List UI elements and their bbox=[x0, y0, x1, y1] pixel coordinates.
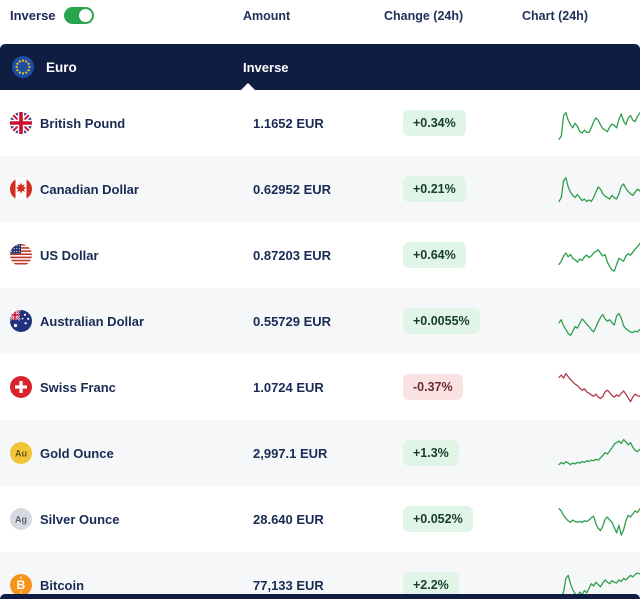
base-currency-header: Euro Inverse bbox=[0, 44, 640, 90]
table-row[interactable]: Swiss Franc 1.0724 EUR -0.37% bbox=[0, 354, 640, 420]
svg-text:Au: Au bbox=[15, 449, 27, 459]
currency-name: Swiss Franc bbox=[40, 379, 116, 395]
change-badge: +0.052% bbox=[403, 506, 473, 532]
amount-value: 1.1652 EUR bbox=[253, 115, 324, 131]
currency-cell: Swiss Franc bbox=[10, 376, 253, 398]
amount-value: 1.0724 EUR bbox=[253, 379, 324, 395]
currency-name: British Pound bbox=[40, 115, 126, 131]
gbp-flag-icon bbox=[10, 112, 32, 134]
table-row[interactable]: Australian Dollar 0.55729 EUR +0.0055% bbox=[0, 288, 640, 354]
svg-text:Ag: Ag bbox=[15, 515, 27, 525]
inverse-column-label: Inverse bbox=[243, 59, 289, 75]
sparkline-chart bbox=[558, 432, 640, 474]
change-badge: +0.0055% bbox=[403, 308, 480, 334]
currency-cell: Ag Silver Ounce bbox=[10, 508, 253, 530]
sparkline-chart bbox=[558, 564, 640, 599]
inverse-toggle-group[interactable]: Inverse bbox=[10, 7, 94, 24]
currency-name: US Dollar bbox=[40, 247, 99, 263]
sparkline-chart bbox=[558, 234, 640, 276]
next-section-header-edge bbox=[0, 594, 640, 599]
sparkline-chart bbox=[558, 498, 640, 540]
currency-cell: US Dollar bbox=[10, 244, 253, 266]
toggle-knob-icon bbox=[78, 9, 92, 22]
table-row[interactable]: US Dollar 0.87203 EUR +0.64% bbox=[0, 222, 640, 288]
change-badge: +1.3% bbox=[403, 440, 459, 466]
table-row[interactable]: B Bitcoin 77,133 EUR +2.2% bbox=[0, 552, 640, 599]
change-badge: +0.64% bbox=[403, 242, 466, 268]
sparkline-chart bbox=[558, 168, 640, 210]
table-row[interactable]: British Pound 1.1652 EUR +0.34% bbox=[0, 90, 640, 156]
currency-cell: B Bitcoin bbox=[10, 574, 253, 596]
amount-value: 28.640 EUR bbox=[253, 511, 324, 527]
table-row[interactable]: Canadian Dollar 0.62952 EUR +0.21% bbox=[0, 156, 640, 222]
currency-cell: British Pound bbox=[10, 112, 253, 134]
sparkline-chart bbox=[558, 366, 640, 408]
sparkline-chart bbox=[558, 300, 640, 342]
currency-name: Australian Dollar bbox=[40, 313, 145, 329]
svg-text:B: B bbox=[17, 578, 26, 592]
change-badge: +0.34% bbox=[403, 110, 466, 136]
currency-cell: Australian Dollar bbox=[10, 310, 253, 332]
currency-name: Canadian Dollar bbox=[40, 181, 139, 197]
usd-flag-icon bbox=[10, 244, 32, 266]
chf-flag-icon bbox=[10, 376, 32, 398]
change-badge: -0.37% bbox=[403, 374, 463, 400]
inverse-toggle-label: Inverse bbox=[10, 8, 56, 23]
currency-cell: Canadian Dollar bbox=[10, 178, 253, 200]
cad-flag-icon bbox=[10, 178, 32, 200]
btc-flag-icon: B bbox=[10, 574, 32, 596]
caret-up-icon bbox=[241, 83, 255, 90]
table-row[interactable]: Au Gold Ounce 2,997.1 EUR +1.3% bbox=[0, 420, 640, 486]
base-currency-name: Euro bbox=[46, 59, 77, 75]
inverse-toggle-switch[interactable] bbox=[63, 7, 94, 24]
amount-value: 0.62952 EUR bbox=[253, 181, 332, 197]
xau-flag-icon: Au bbox=[10, 442, 32, 464]
sparkline-chart bbox=[558, 102, 640, 144]
rates-table: British Pound 1.1652 EUR +0.34% Canadian… bbox=[0, 90, 640, 599]
currency-name: Bitcoin bbox=[40, 577, 85, 593]
column-header-change: Change (24h) bbox=[384, 9, 464, 23]
amount-value: 2,997.1 EUR bbox=[253, 445, 328, 461]
currency-cell: Au Gold Ounce bbox=[10, 442, 253, 464]
table-row[interactable]: Ag Silver Ounce 28.640 EUR +0.052% bbox=[0, 486, 640, 552]
amount-value: 0.87203 EUR bbox=[253, 247, 332, 263]
currency-name: Gold Ounce bbox=[40, 445, 114, 461]
xag-flag-icon: Ag bbox=[10, 508, 32, 530]
column-header-amount: Amount bbox=[243, 9, 291, 23]
change-badge: +2.2% bbox=[403, 572, 459, 598]
currency-name: Silver Ounce bbox=[40, 511, 120, 527]
aud-flag-icon bbox=[10, 310, 32, 332]
change-badge: +0.21% bbox=[403, 176, 466, 202]
euro-flag-icon bbox=[12, 56, 34, 78]
amount-value: 77,133 EUR bbox=[253, 577, 324, 593]
amount-value: 0.55729 EUR bbox=[253, 313, 332, 329]
table-toolbar: Inverse Amount Change (24h) Chart (24h) bbox=[0, 0, 640, 44]
column-header-chart: Chart (24h) bbox=[522, 9, 588, 23]
